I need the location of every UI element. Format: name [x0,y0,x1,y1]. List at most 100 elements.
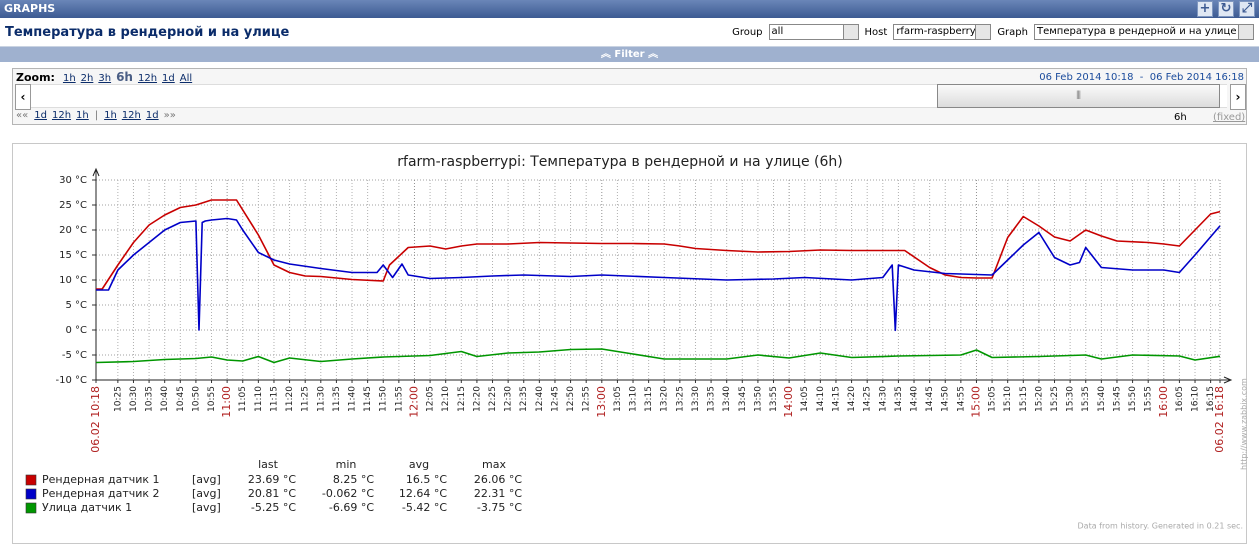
y-tick-label: 0 °C [65,325,87,336]
legend-stat: 12.64 °C [399,487,447,500]
x-tick-label: 14:30 [878,386,888,412]
x-tick-label: 13:30 [691,386,701,412]
x-tick-label: 12:15 [457,386,467,412]
x-tick-label: 11:45 [363,386,373,412]
legend-swatch [25,502,37,514]
nav-divider: | [94,110,99,121]
nav-forward[interactable]: 12h [121,110,141,121]
x-tick-label: 13:25 [675,386,685,412]
refresh-button[interactable]: ↻ [1218,1,1234,17]
zoom-option[interactable]: 12h [137,73,158,84]
legend-header: last [258,458,279,471]
legend-name: Рендерная датчик 2 [42,487,160,500]
y-axis-arrow [92,167,100,177]
x-tick-label: 11:25 [301,386,311,412]
x-tick-label: 15:20 [1034,386,1044,412]
legend-stat: -5.25 °C [251,501,296,514]
x-tick-label: 12:25 [488,386,498,412]
legend-function: [avg] [192,473,221,486]
x-tick-label: 13:45 [738,386,748,412]
nav-forward[interactable]: 1h [104,110,117,121]
x-tick-label: 10:50 [191,386,201,412]
x-axis-arrow [1223,376,1233,384]
scroll-right[interactable]: › [1230,84,1246,110]
x-tick-label: 11:00 [220,386,233,418]
period-to: 06 Feb 2014 16:18 [1149,72,1244,83]
x-tick-label: 14:35 [894,386,904,412]
nav-back[interactable]: 1d [34,110,47,121]
x-tick-label: 10:35 [145,386,155,412]
x-tick-label: 16:10 [1191,386,1201,412]
x-tick-label: 15:30 [1066,386,1076,412]
nav-back[interactable]: «« [16,110,29,121]
page-title: Температура в рендерной и на улице [5,25,290,40]
x-tick-label: 12:30 [504,386,514,412]
x-tick-label: 12:05 [426,386,436,412]
x-tick-label: 15:55 [1144,386,1154,412]
x-tick-label: 12:45 [550,386,560,412]
filter-select[interactable]: Температура в рендерной и на улице [1034,24,1254,40]
x-tick-label: 06.02 16:18 [1213,386,1226,453]
nav-back[interactable]: 1h [76,110,89,121]
x-tick-label: 12:20 [472,386,482,412]
legend-stat: 20.81 °C [248,487,296,500]
nav-forward[interactable]: 1d [145,110,159,121]
x-tick-label: 14:25 [863,386,873,412]
legend-swatch [25,474,37,486]
x-tick-label: 13:05 [613,386,623,412]
x-tick-label: 12:55 [582,386,592,412]
legend-stat: 22.31 °C [474,487,522,500]
scroll-left[interactable]: ‹ [15,84,31,110]
legend-name: Рендерная датчик 1 [42,473,160,486]
legend-header: max [482,458,506,471]
fixed-toggle[interactable]: (fixed) [1213,112,1246,123]
subheader: Температура в рендерной и на улице Group… [0,18,1259,47]
legend-stat: -0.062 °C [322,487,374,500]
legend-stat: -6.69 °C [329,501,374,514]
x-tick-label: 16:15 [1206,386,1216,412]
add-button[interactable]: + [1197,1,1213,17]
zoom-panel: Zoom: 1h 2h 3h 6h 12h 1d All 06 Feb 2014 10:18… [12,68,1247,125]
zoom-option[interactable]: 3h [98,73,112,84]
footer-note: Data from history. Generated in 0.21 sec… [1078,522,1243,531]
y-tick-label: 20 °C [59,225,87,236]
scroll-handle[interactable]: ⦀ [937,84,1220,108]
zoom-row: Zoom: 1h 2h 3h 6h 12h 1d All [16,70,197,84]
filter-toggle[interactable]: ︽ Filter ︽ [0,47,1259,62]
series-line [95,348,1221,364]
nav-back[interactable]: 12h [51,110,72,121]
zoom-option[interactable]: 1d [162,73,175,84]
x-tick-label: 15:25 [1050,386,1060,412]
x-tick-label: 10:45 [176,386,186,412]
period-range: 06 Feb 2014 10:18 - 06 Feb 2014 16:18 [1039,72,1244,83]
x-tick-label: 13:20 [660,386,670,412]
y-tick-label: -10 °C [56,375,88,386]
filter-label: Group [732,26,763,38]
x-tick-label: 10:40 [160,386,170,412]
x-tick-label: 15:50 [1128,386,1138,412]
fullscreen-button[interactable]: ⤢ [1239,1,1255,17]
x-tick-label: 11:40 [348,386,358,412]
x-tick-label: 16:05 [1175,386,1185,412]
zoom-option[interactable]: 1h [62,73,76,84]
x-tick-label: 14:50 [941,386,951,412]
x-tick-label: 10:25 [113,386,123,412]
x-tick-label: 15:10 [1003,386,1013,412]
legend-function: [avg] [192,487,221,500]
x-tick-label: 10:55 [207,386,217,412]
legend-header: avg [409,458,429,471]
zoom-option[interactable]: 2h [80,73,94,84]
filter-select[interactable]: rfarm-raspberrypi [893,24,992,40]
x-tick-label: 06.02 10:18 [89,386,102,453]
x-tick-label: 14:00 [782,386,795,418]
zoom-option[interactable]: All [179,73,193,84]
legend-stat: 26.06 °C [474,473,522,486]
filter-select[interactable]: all [768,24,859,40]
zoom-option[interactable]: 6h [116,70,133,84]
filter-label[interactable]: Filter [614,49,645,60]
nav-forward[interactable]: »» [163,110,176,121]
x-tick-label: 11:20 [285,386,295,412]
x-tick-label: 13:15 [644,386,654,412]
x-tick-label: 12:35 [519,386,529,412]
